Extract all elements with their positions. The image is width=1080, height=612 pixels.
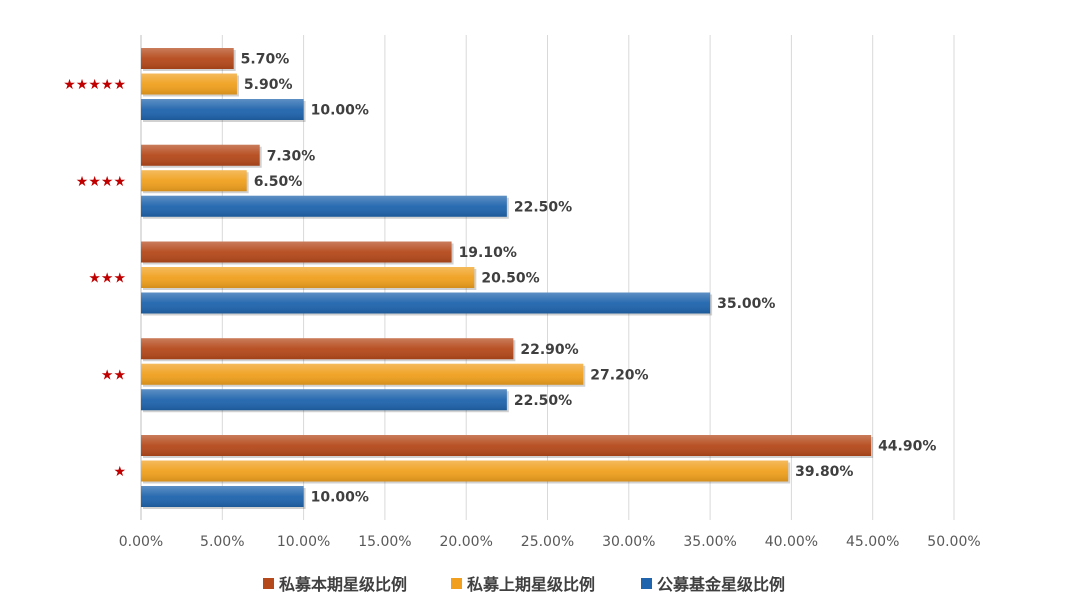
data-label: 44.90% xyxy=(878,439,936,455)
legend: 私募本期星级比例 私募上期星级比例 公募基金星级比例 xyxy=(263,575,785,594)
data-label: 22.50% xyxy=(514,393,572,409)
category-label: ★ xyxy=(113,464,126,480)
bar-highlight xyxy=(141,99,304,120)
legend-label: 私募上期星级比例 xyxy=(467,575,595,594)
bar-highlight xyxy=(141,144,260,166)
legend-label: 公募基金星级比例 xyxy=(657,575,785,594)
data-label: 22.50% xyxy=(514,199,572,215)
bar-highlight xyxy=(141,48,234,69)
x-tick-label: 15.00% xyxy=(358,534,411,550)
x-tick-label: 40.00% xyxy=(765,534,818,550)
data-label: 22.90% xyxy=(520,342,578,358)
data-label: 20.50% xyxy=(481,271,539,287)
x-tick-label: 10.00% xyxy=(277,534,330,550)
category-label: ★★★★ xyxy=(76,174,126,190)
bar-highlight xyxy=(141,241,452,263)
bar-highlight xyxy=(141,389,507,411)
x-tick-label: 5.00% xyxy=(200,534,244,550)
data-label: 39.80% xyxy=(795,464,853,480)
bar-highlight xyxy=(141,338,514,360)
x-tick-label: 35.00% xyxy=(683,534,736,550)
legend-label: 私募本期星级比例 xyxy=(279,575,407,594)
bar-highlight xyxy=(141,460,789,482)
bar-highlight xyxy=(141,73,237,95)
category-labels: ★★★★★★★★★★★★★★★ xyxy=(63,77,126,480)
category-label: ★★ xyxy=(101,367,126,383)
data-label: 19.10% xyxy=(459,245,517,261)
data-label: 35.00% xyxy=(717,296,775,312)
data-label: 5.70% xyxy=(241,52,290,68)
x-tick-label: 30.00% xyxy=(602,534,655,550)
x-tick-label: 20.00% xyxy=(440,534,493,550)
data-labels: 5.70% 5.90% 10.00% 7.30% 6.50% 22.50% 19.10% 20… xyxy=(241,52,937,506)
data-label: 10.00% xyxy=(311,490,369,506)
bar-highlight xyxy=(141,267,475,288)
category-label: ★★★ xyxy=(88,271,126,287)
legend-swatch xyxy=(451,578,462,589)
bars xyxy=(141,48,874,509)
legend-swatch xyxy=(263,578,274,589)
data-label: 6.50% xyxy=(254,174,303,190)
legend-swatch xyxy=(641,578,652,589)
category-label: ★★★★★ xyxy=(63,77,126,93)
x-tick-label: 25.00% xyxy=(521,534,574,550)
bar-highlight xyxy=(141,486,304,507)
bar-highlight xyxy=(141,435,872,456)
x-tick-label: 0.00% xyxy=(119,534,163,550)
x-tick-label: 45.00% xyxy=(846,534,899,550)
x-axis-ticks: 0.00% 5.00% 10.00% 15.00% 20.00% 25.00% 30.00%… xyxy=(119,534,981,550)
bar-highlight xyxy=(141,363,584,385)
bar-highlight xyxy=(141,195,507,217)
data-label: 7.30% xyxy=(267,148,316,164)
bar-highlight xyxy=(141,170,247,192)
data-label: 27.20% xyxy=(590,367,648,383)
data-label: 10.00% xyxy=(311,103,369,119)
data-label: 5.90% xyxy=(244,77,293,93)
x-tick-label: 50.00% xyxy=(927,534,980,550)
bar-highlight xyxy=(141,292,711,314)
